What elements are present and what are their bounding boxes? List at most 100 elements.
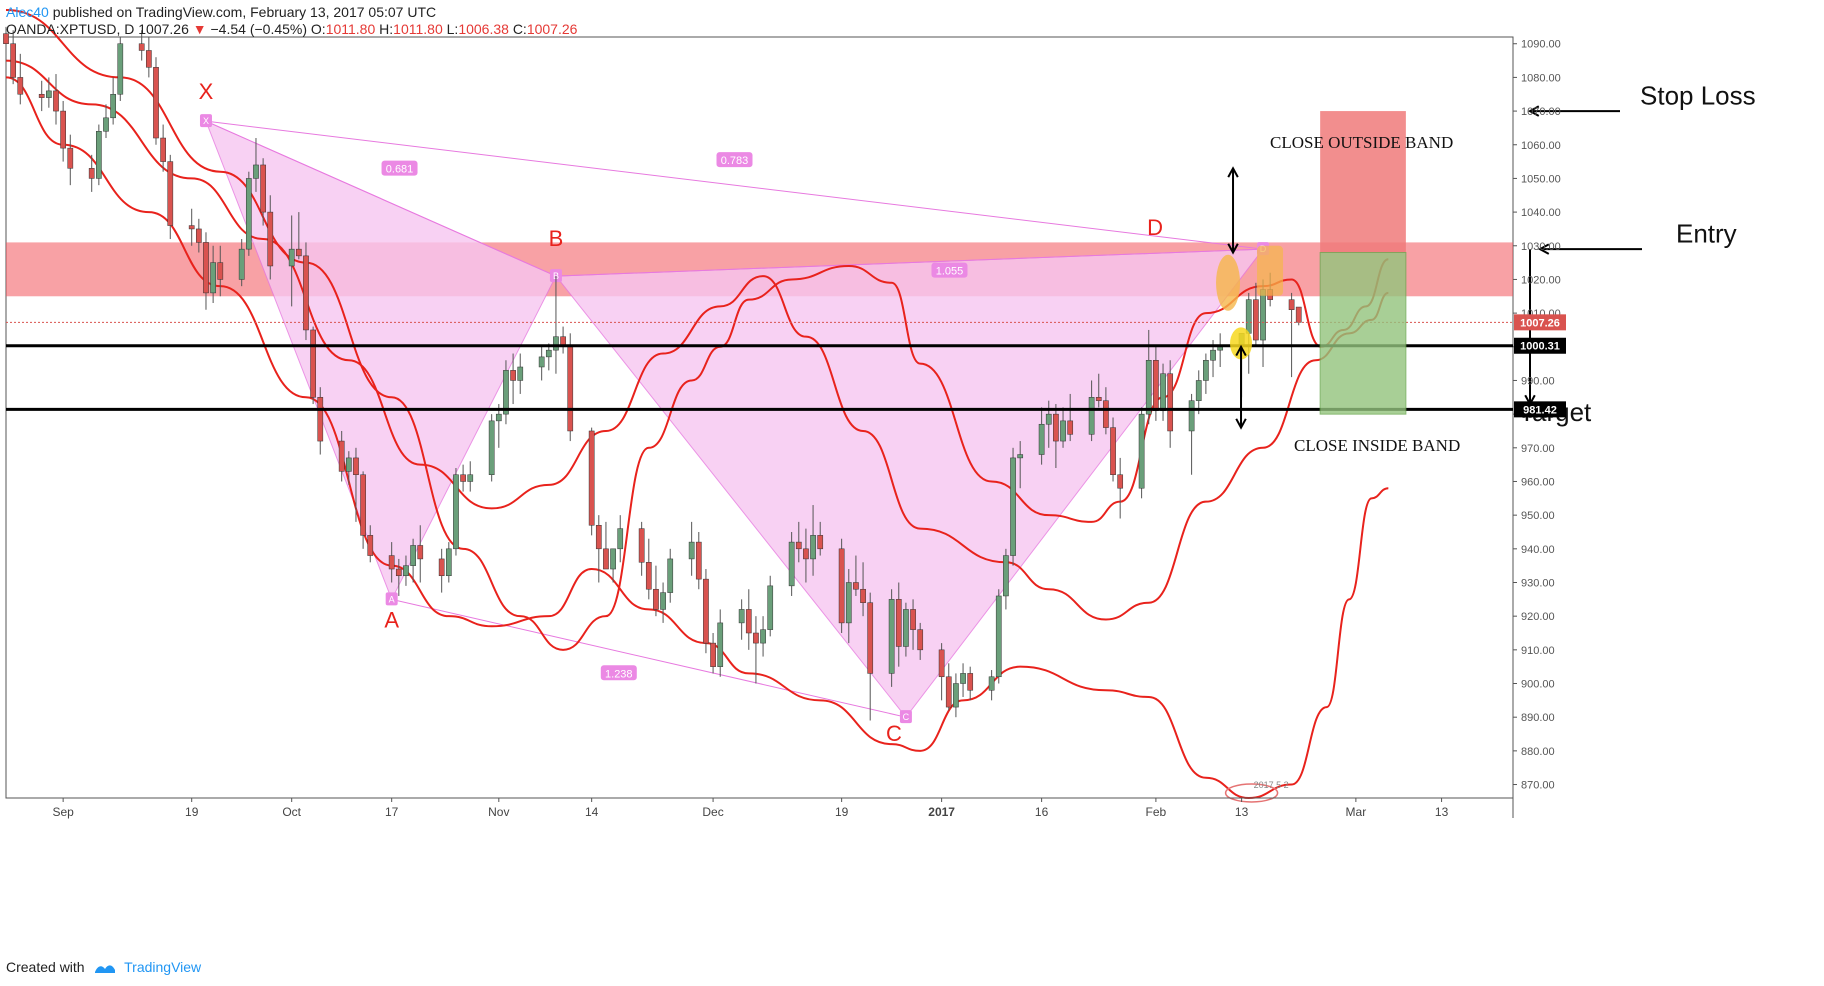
candle: [138, 30, 145, 61]
candle-body: [645, 562, 652, 590]
candle: [388, 542, 395, 583]
candle: [510, 353, 516, 405]
candle: [17, 53, 24, 105]
candle: [788, 531, 795, 596]
candle: [60, 100, 66, 162]
candle: [167, 154, 174, 240]
candle: [1195, 370, 1202, 415]
candle: [46, 77, 52, 108]
x-tick-label: Feb: [1146, 805, 1167, 819]
candle-body: [388, 555, 395, 570]
candle: [1117, 457, 1124, 519]
y-tick-label: 990.00: [1521, 375, 1555, 387]
candle: [95, 124, 102, 186]
candle: [338, 430, 345, 482]
candle: [395, 558, 402, 596]
candle-body: [38, 93, 45, 98]
candle: [617, 515, 624, 563]
candle: [1188, 393, 1195, 475]
candle-body: [660, 592, 666, 610]
candle: [210, 245, 216, 304]
stop-loss-label: Stop Loss: [1640, 80, 1756, 110]
candle: [803, 528, 809, 583]
candle: [445, 542, 452, 583]
candle: [10, 30, 16, 85]
stop-loss-zone: [1320, 111, 1406, 253]
candle: [317, 387, 324, 455]
candle: [288, 215, 295, 307]
svg-text:0.681: 0.681: [386, 164, 414, 176]
candle: [160, 124, 166, 172]
author-link[interactable]: Alec40: [6, 4, 49, 20]
candle: [360, 471, 366, 549]
candle-body: [617, 528, 624, 550]
candle: [810, 505, 816, 576]
y-tick-label: 880.00: [1521, 746, 1555, 758]
candle: [503, 360, 509, 425]
candle-body: [338, 440, 345, 472]
candle: [988, 670, 995, 701]
y-tick-label: 1080.00: [1521, 72, 1561, 84]
candle-body: [1103, 400, 1109, 428]
candle: [217, 245, 224, 297]
candle-body: [188, 225, 195, 230]
candle: [967, 666, 974, 701]
pattern-letter-a: A: [384, 607, 399, 632]
candle-body: [1060, 420, 1066, 442]
candle-body: [760, 629, 766, 644]
candle-body: [953, 683, 959, 708]
candle-body: [467, 474, 474, 482]
candle: [267, 195, 274, 280]
candle: [1053, 404, 1059, 469]
pattern-letter-c: C: [886, 721, 902, 746]
open-label: O:: [310, 21, 326, 37]
ratio-label: 0.681: [381, 160, 418, 176]
candle: [895, 582, 902, 667]
y-tick-label: 960.00: [1521, 476, 1555, 488]
price-axis: 870.00 880.00 890.00 900.00 910.00 920.00 930.…: [1513, 39, 1566, 792]
candle: [610, 548, 616, 583]
candle: [410, 538, 416, 583]
candle-body: [688, 541, 695, 560]
candle: [760, 616, 766, 657]
candle: [495, 404, 502, 448]
candle-body: [1160, 373, 1166, 412]
last-price: 1007.26: [138, 21, 189, 37]
candle-body: [710, 642, 716, 667]
candle: [253, 138, 259, 192]
candle: [345, 451, 352, 485]
candle-body: [88, 168, 95, 179]
candle-body: [717, 622, 724, 667]
watermark-badge: 2017 5 2: [1224, 780, 1289, 803]
candle-body: [460, 474, 466, 482]
candle-body: [1088, 397, 1095, 435]
candle: [1167, 360, 1174, 448]
candle: [860, 562, 866, 617]
tradingview-link[interactable]: TradingView: [124, 959, 202, 975]
ratio-label: 1.238: [600, 665, 637, 681]
y-tick-label: 1020.00: [1521, 274, 1561, 286]
candle: [295, 212, 302, 260]
candle-body: [145, 50, 152, 68]
candle: [310, 326, 316, 405]
ratio-label: 0.783: [716, 152, 753, 168]
candle-body: [1045, 413, 1052, 425]
candle: [67, 134, 74, 186]
close-inside-band-label: CLOSE INSIDE BAND: [1294, 436, 1460, 455]
candle: [910, 599, 916, 650]
candle-body: [395, 568, 402, 577]
candle: [753, 616, 759, 684]
price-tag: [1514, 337, 1566, 354]
candle: [553, 276, 559, 374]
candle-body: [495, 413, 502, 422]
price-change: −4.54 (−0.45%): [210, 21, 308, 37]
candle: [203, 232, 209, 310]
candle: [53, 74, 59, 125]
candle: [767, 575, 774, 637]
candle-body: [1253, 299, 1259, 341]
candle: [517, 353, 524, 394]
candle-body: [1003, 555, 1009, 597]
y-tick-label: 900.00: [1521, 679, 1555, 691]
ratio-label: 1.055: [931, 262, 968, 278]
